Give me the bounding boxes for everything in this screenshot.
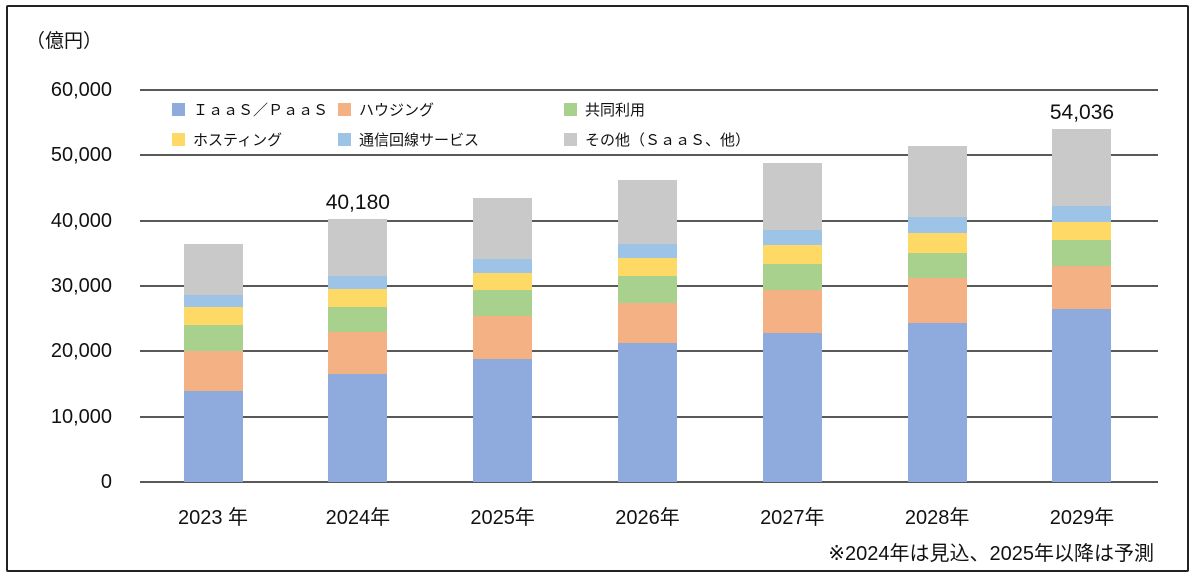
x-axis-label: 2026年 <box>615 507 680 529</box>
legend-swatch <box>338 133 351 146</box>
y-axis-tick-label: 0 <box>100 471 112 493</box>
x-axis-label: 2024年 <box>325 507 391 529</box>
gridline <box>140 89 1158 91</box>
y-axis-tick-label: 50,000 <box>50 144 112 167</box>
bar-segment-6-series-4 <box>1052 205 1112 222</box>
bar-segment-2-series-5 <box>473 198 533 260</box>
legend-label: その他（ＳａａＳ、他） <box>585 132 751 149</box>
bar-segment-1-series-3 <box>328 288 388 307</box>
legend-label: ホスティング <box>193 132 283 149</box>
legend-item-2: 共同利用 <box>564 99 750 120</box>
legend-swatch <box>564 133 577 146</box>
legend-swatch <box>172 103 185 116</box>
bar-segment-2-series-1 <box>473 316 533 359</box>
bar-segment-3-series-0 <box>617 343 677 482</box>
bar-segment-4-series-5 <box>762 162 822 231</box>
bar-segment-5-series-3 <box>907 233 967 254</box>
legend-swatch <box>564 103 577 116</box>
bar-segment-1-series-1 <box>328 331 388 374</box>
gridline <box>140 154 1158 157</box>
bar-segment-1-series-5 <box>328 219 388 276</box>
x-axis-label: 2028年 <box>904 507 970 529</box>
x-axis-label: 2029年 <box>1049 507 1115 529</box>
bar-segment-1-series-2 <box>328 306 388 332</box>
y-axis-tick-label: 30,000 <box>50 275 112 297</box>
bar-segment-0-series-1 <box>183 350 243 391</box>
bar-segment-6-series-2 <box>1052 239 1112 266</box>
legend-label: ハウジング <box>359 102 435 119</box>
y-axis-tick-label: 10,000 <box>50 405 112 428</box>
bar-segment-4-series-4 <box>762 230 822 246</box>
bar-segment-3-series-4 <box>617 243 677 258</box>
footnote: ※2024年は見込、2025年以降は予測 <box>828 543 1154 565</box>
legend-label: ＩａａＳ／ＰａａＳ <box>193 102 329 119</box>
bar-segment-4-series-3 <box>762 245 822 265</box>
bar-segment-5-series-4 <box>907 216 967 234</box>
bar-segment-3-series-5 <box>617 180 677 244</box>
gridline <box>140 481 1158 483</box>
bar-segment-1-series-0 <box>328 373 388 482</box>
legend-item-4: 通信回線サービス <box>338 129 564 150</box>
chart-legend: ＩａａＳ／ＰａａＳ ハウジング 共同利用ホスティング 通信回線サービス その他（ＳａａＳ… <box>172 99 750 150</box>
bar-segment-3-series-2 <box>617 276 677 303</box>
bar-segment-2-series-3 <box>473 272 533 291</box>
legend-item-3: ホスティング <box>172 129 338 150</box>
y-axis-tick-label: 20,000 <box>50 340 112 363</box>
legend-item-5: その他（ＳａａＳ、他） <box>564 129 750 150</box>
bar-segment-0-series-0 <box>183 390 243 482</box>
x-axis-label: 2023 年 <box>177 507 249 529</box>
bar-segment-6-series-0 <box>1052 309 1112 482</box>
bar-segment-0-series-3 <box>183 306 243 325</box>
bar-segment-6-series-3 <box>1052 221 1112 240</box>
y-axis-unit-label: （億円） <box>26 31 103 52</box>
bar-segment-5-series-0 <box>907 322 967 482</box>
legend-label: 通信回線サービス <box>359 132 480 149</box>
chart-border <box>6 5 1189 572</box>
bar-segment-4-series-1 <box>762 290 822 334</box>
bar-segment-5-series-2 <box>907 253 967 278</box>
bar-segment-6-series-5 <box>1052 128 1112 206</box>
bar-segment-6-series-1 <box>1052 265 1112 310</box>
bar-segment-3-series-1 <box>617 302 677 344</box>
bar-segment-0-series-5 <box>183 243 243 296</box>
bar-segment-2-series-4 <box>473 259 533 273</box>
legend-item-1: ハウジング <box>338 99 564 120</box>
y-axis-tick-label: 60,000 <box>50 79 112 101</box>
bar-segment-1-series-4 <box>328 275 388 289</box>
legend-label: 共同利用 <box>585 102 646 119</box>
bar-segment-5-series-1 <box>907 277 967 323</box>
bar-segment-4-series-2 <box>762 264 822 291</box>
bar-total-label: 54,036 <box>1049 100 1115 124</box>
bar-segment-3-series-3 <box>617 257 677 277</box>
x-axis-label: 2027年 <box>760 507 825 529</box>
bar-segment-0-series-4 <box>183 295 243 307</box>
legend-item-0: ＩａａＳ／ＰａａＳ <box>172 99 338 120</box>
bar-segment-2-series-0 <box>473 358 533 482</box>
bar-segment-5-series-5 <box>907 145 967 217</box>
x-axis-label: 2025年 <box>470 507 535 529</box>
y-axis-tick-label: 40,000 <box>50 209 112 232</box>
legend-swatch <box>338 103 351 116</box>
legend-swatch <box>172 133 185 146</box>
bar-segment-4-series-0 <box>762 333 822 482</box>
bar-total-label: 40,180 <box>325 191 390 215</box>
bar-segment-0-series-2 <box>183 324 243 351</box>
bar-segment-2-series-2 <box>473 290 533 317</box>
